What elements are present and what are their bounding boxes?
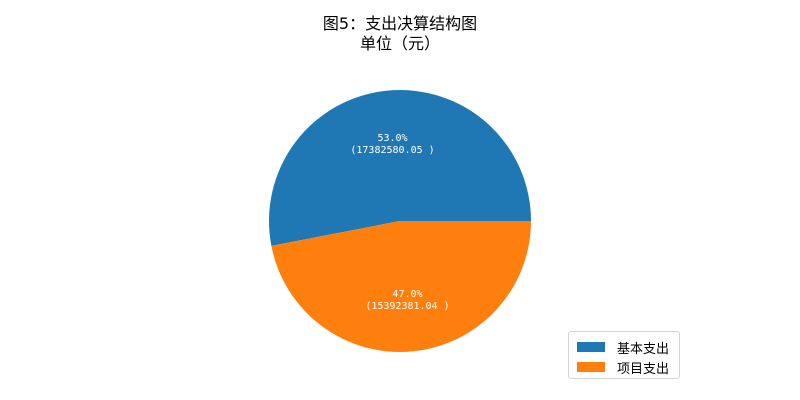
legend: 基本支出 项目支出 <box>568 331 680 379</box>
legend-label-basic: 基本支出 <box>617 341 670 357</box>
legend-swatch-basic <box>577 342 605 352</box>
slice-percent-label-basic: 53.0% <box>377 133 407 144</box>
slice-percent-label-project: 47.0% <box>392 289 422 300</box>
slice-value-label-basic: (17382580.05 ) <box>350 145 434 156</box>
pie-slice-project <box>271 221 531 353</box>
chart-title: 图5：支出决算结构图 <box>322 14 478 33</box>
slice-value-label-project: (15392381.04 ) <box>365 301 449 312</box>
legend-label-project: 项目支出 <box>617 361 670 377</box>
legend-item-basic: 基本支出 <box>577 339 670 357</box>
chart-subtitle: 单位（元） <box>359 34 440 53</box>
legend-swatch-project <box>577 362 605 372</box>
legend-item-project: 项目支出 <box>577 359 670 377</box>
pie-slice-basic <box>269 90 531 246</box>
